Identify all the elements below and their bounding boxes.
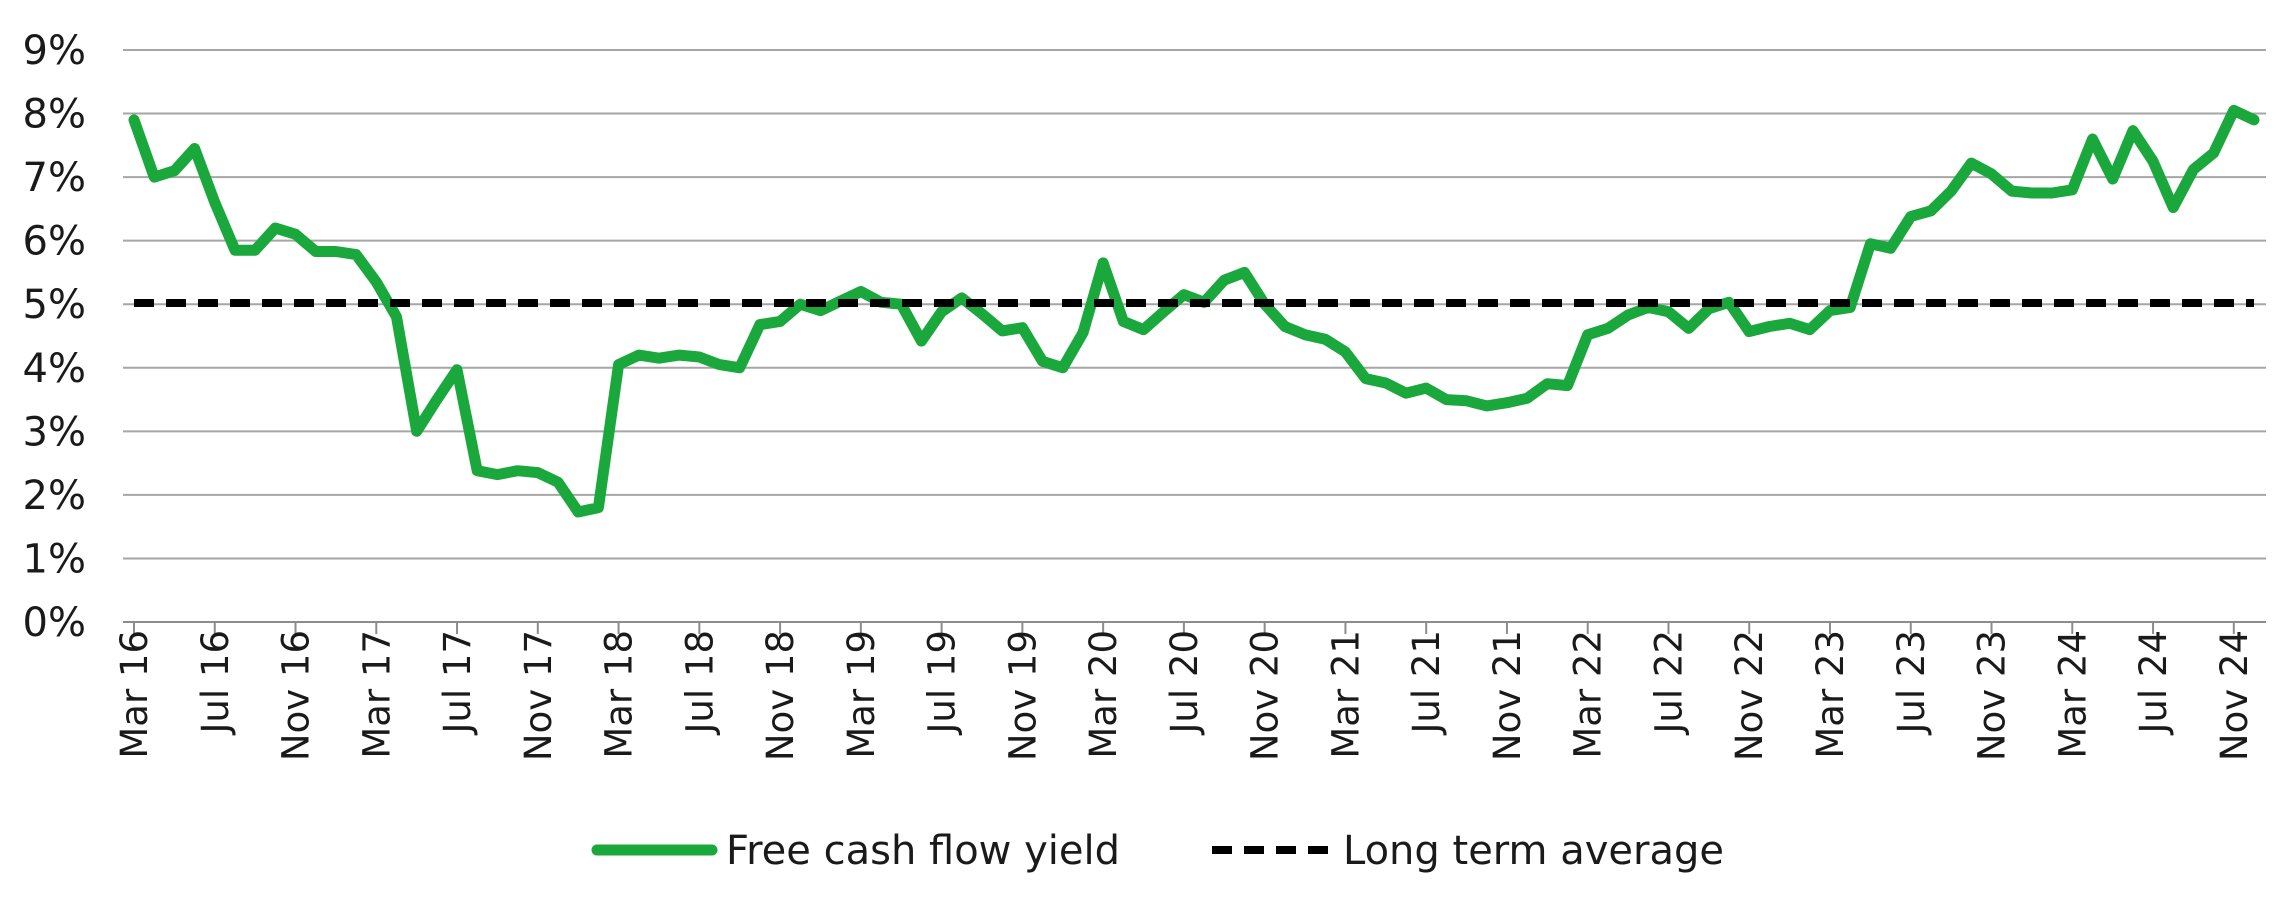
x-tick-label: Nov 21: [1486, 630, 1529, 761]
series-lines: [128, 104, 2260, 518]
grid-lines: [123, 49, 2266, 623]
y-tick-label: 7%: [23, 155, 86, 201]
y-axis-tick-labels: 0% 1% 2% 3% 4% 5% 6% 7% 8% 9%: [23, 28, 86, 646]
x-tick-label: Jul 21: [1405, 630, 1448, 735]
x-tick-label: Jul 22: [1647, 630, 1690, 735]
y-tick-label: 6%: [23, 219, 86, 265]
y-tick-label: 8%: [23, 92, 86, 138]
y-tick-label: 1%: [23, 536, 86, 582]
y-tick-label: 3%: [23, 409, 86, 455]
x-tick-label: Jul 16: [194, 630, 237, 735]
x-tick-label: Nov 20: [1244, 630, 1287, 761]
x-axis-tick-labels: Mar 16 Jul 16 Nov 16 Mar 17 Jul 17 Nov 17 Mar …: [113, 630, 2256, 761]
x-tick-label: Mar 22: [1567, 630, 1610, 759]
x-tick-label: Mar 19: [840, 630, 883, 759]
x-tick-label: Mar 21: [1324, 630, 1367, 759]
legend: Free cash flow yield Long term average: [591, 828, 1724, 874]
y-tick-label: 9%: [23, 28, 86, 74]
y-tick-label: 2%: [23, 473, 86, 519]
x-tick-label: Nov 18: [759, 630, 802, 761]
x-tick-label: Mar 16: [113, 630, 156, 759]
x-tick-label: Jul 17: [436, 630, 479, 735]
x-tick-label: Nov 19: [1001, 630, 1044, 761]
legend-label-free-cash-flow-yield: Free cash flow yield: [726, 828, 1120, 874]
x-tick-label: Nov 16: [275, 630, 318, 761]
legend-label-long-term-average: Long term average: [1343, 828, 1724, 874]
x-tick-label: Mar 20: [1082, 630, 1125, 759]
y-tick-label: 5%: [23, 282, 86, 328]
x-tick-label: Jul 19: [921, 630, 964, 735]
x-tick-label: Mar 24: [2051, 630, 2094, 759]
x-tick-label: Jul 20: [1163, 630, 1206, 735]
x-tick-label: Nov 17: [517, 630, 560, 761]
y-tick-label: 0%: [23, 600, 86, 646]
x-tick-label: Nov 23: [1971, 630, 2014, 761]
x-tick-label: Mar 18: [598, 630, 641, 759]
x-tick-label: Mar 17: [355, 630, 398, 759]
x-tick-label: Nov 24: [2213, 630, 2256, 761]
x-tick-label: Mar 23: [1809, 630, 1852, 759]
legend-item-free-cash-flow-yield: Free cash flow yield: [591, 828, 1120, 874]
legend-item-long-term-average: Long term average: [1212, 828, 1724, 874]
series-line-free-cash-flow-yield: [128, 104, 2260, 518]
y-tick-label: 4%: [23, 346, 86, 392]
x-tick-label: Nov 22: [1728, 630, 1771, 761]
x-tick-label: Jul 24: [2132, 630, 2175, 735]
x-axis: [133, 622, 2235, 634]
x-tick-label: Jul 23: [1890, 630, 1933, 735]
x-tick-label: Jul 18: [678, 630, 721, 735]
